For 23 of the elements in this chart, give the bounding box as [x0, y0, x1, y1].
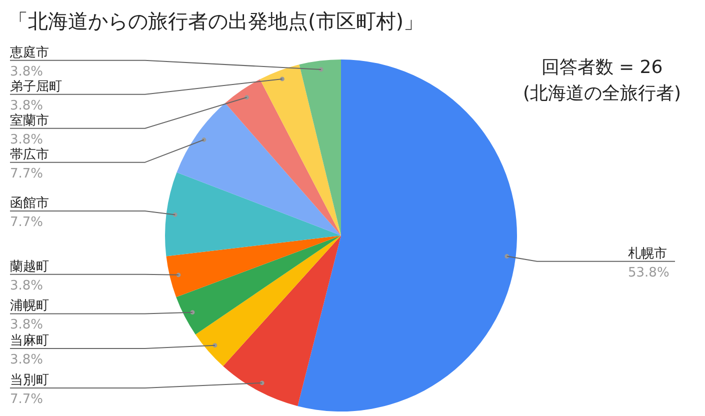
- data-label: 3.8%: [10, 132, 44, 148]
- data-label: 7.7%: [10, 166, 44, 182]
- slice-label: 恵庭市: [9, 45, 49, 60]
- text: (北海道の全旅行者): [522, 82, 682, 106]
- data-label: 3.8%: [10, 352, 44, 368]
- slice-label: 室蘭市: [10, 112, 49, 128]
- data-label: 3.8%: [10, 98, 44, 114]
- slice-label: 当麻町: [10, 333, 49, 348]
- slice-label: 函館市: [10, 196, 49, 211]
- data-label: 3.8%: [10, 64, 44, 80]
- chart-title: 「北海道からの旅行者の出発地点(市区町村)」: [8, 8, 424, 35]
- slice-label: 帯広市: [10, 146, 49, 162]
- slice-label: 蘭越町: [10, 259, 49, 274]
- slice-label: 弟子屈町: [10, 79, 62, 94]
- slice-label: 浦幌町: [10, 298, 49, 314]
- slice-label: 当別町: [10, 373, 49, 388]
- data-label: 7.7%: [10, 214, 44, 230]
- data-label: 3.8%: [10, 318, 44, 333]
- data-label: 3.8%: [10, 278, 44, 294]
- data-label: 53.8%: [628, 265, 670, 280]
- data-label: 7.7%: [10, 392, 44, 407]
- text: 回答者数 = 26: [540, 56, 664, 80]
- slice-label: 札幌市: [628, 246, 667, 262]
